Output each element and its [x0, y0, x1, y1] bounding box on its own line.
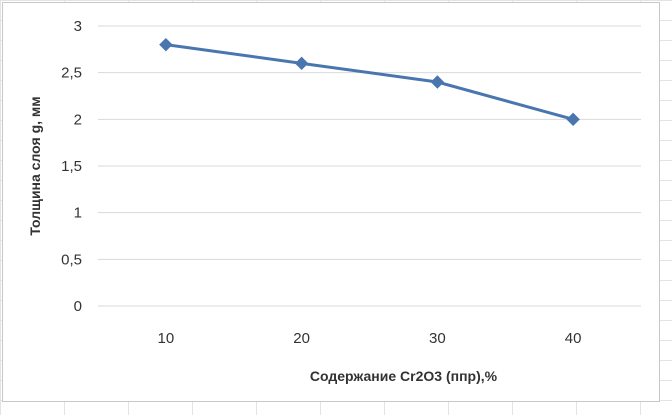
x-tick-label: 10 [158, 330, 175, 347]
y-axis-tick-labels: 0 0,5 1 1,5 2 2,5 3 [61, 18, 82, 315]
y-axis-title: Толщина слоя g, мм [27, 96, 43, 235]
y-tick-label: 0 [74, 298, 82, 315]
y-tick-label: 3 [74, 18, 82, 35]
gridlines [98, 25, 641, 307]
data-point-marker [430, 75, 445, 89]
x-tick-label: 40 [565, 330, 582, 347]
x-tick-label: 20 [293, 330, 310, 347]
data-point-marker [159, 37, 173, 52]
x-axis-title: Содержание Cr2O3 (ппр),% [310, 368, 498, 384]
data-series [159, 37, 580, 127]
y-tick-label: 1 [74, 205, 82, 222]
series-line [164, 43, 575, 121]
y-tick-label: 1,5 [61, 158, 82, 175]
y-tick-label: 2,5 [61, 65, 82, 82]
data-point-marker [566, 112, 580, 127]
data-point-marker [294, 56, 309, 71]
y-tick-label: 2 [74, 111, 82, 128]
y-tick-label: 0,5 [61, 251, 82, 268]
x-tick-label: 30 [429, 330, 446, 347]
x-axis-tick-labels: 10 20 30 40 [158, 330, 582, 347]
